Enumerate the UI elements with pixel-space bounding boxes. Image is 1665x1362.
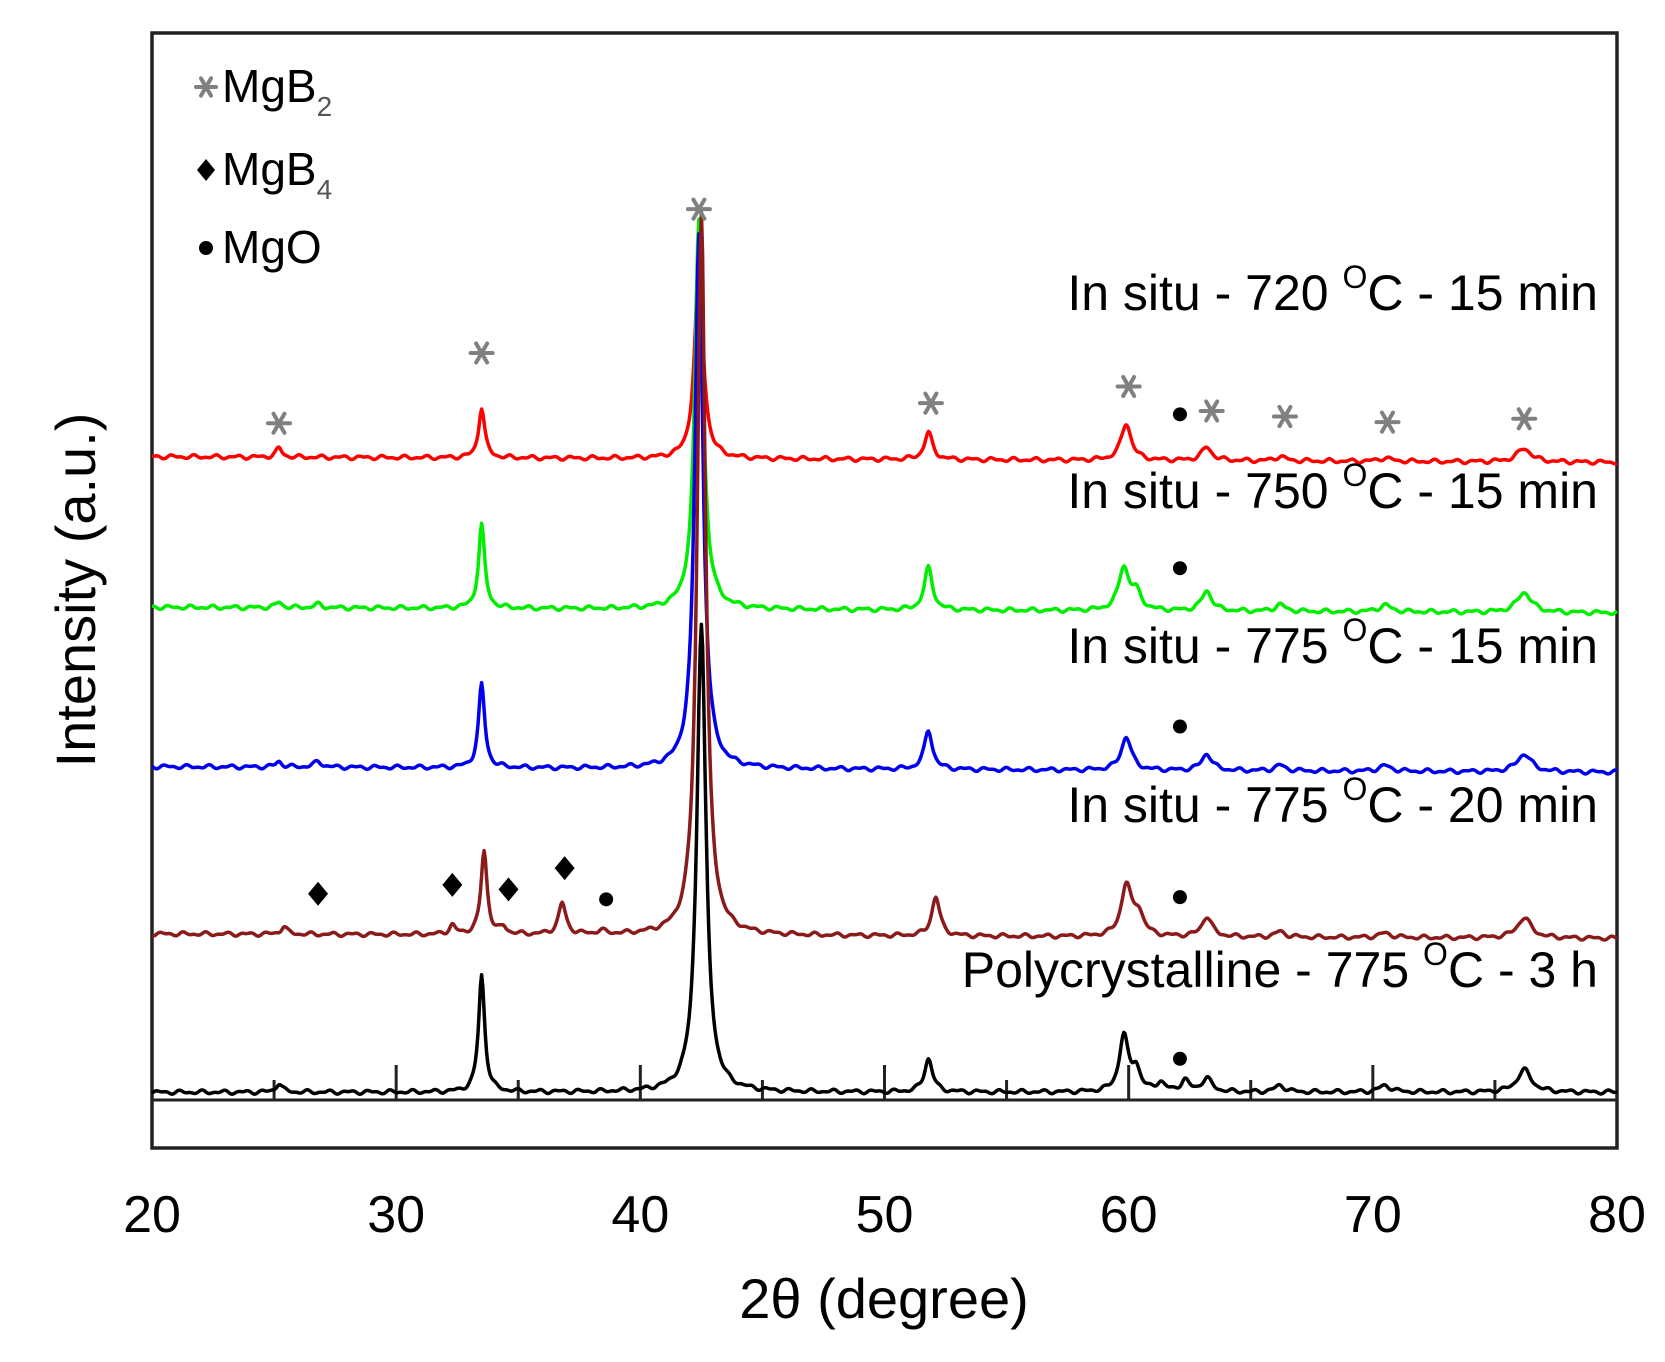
legend-label: MgB2 <box>222 60 332 122</box>
mgo-marker <box>1172 890 1187 905</box>
mgo-marker <box>599 892 614 907</box>
series-line <box>150 622 1618 1096</box>
legend-item-mgo: MgO <box>199 221 322 273</box>
mgb2-marker <box>468 341 495 365</box>
x-tick-label: 60 <box>1100 1186 1158 1244</box>
legend-item-mgb2: MgB2 <box>194 60 332 122</box>
series-label: In situ - 750 OC - 15 min <box>1067 457 1598 519</box>
series-line <box>151 254 1618 466</box>
mgb2-marker <box>917 391 944 415</box>
mgb4-marker <box>308 881 329 906</box>
mgb2-marker <box>1198 399 1225 423</box>
legend-label: MgB4 <box>222 143 332 205</box>
series-label: In situ - 775 OC - 20 min <box>1067 771 1598 833</box>
mgb2-marker <box>1374 410 1401 434</box>
mgo-marker <box>1172 1051 1187 1066</box>
legend-label: MgO <box>222 221 322 273</box>
mgo-marker <box>1172 407 1187 422</box>
legend-symbol <box>199 76 213 98</box>
x-ticks: 20 30 40 50 60 70 80 <box>123 1065 1646 1244</box>
legend: MgB2 MgB4 MgO <box>194 60 332 273</box>
mgb2-marker <box>685 197 712 221</box>
series-line <box>151 210 1618 942</box>
peak-markers <box>265 197 1538 1066</box>
x-tick-label: 80 <box>1588 1186 1646 1244</box>
mgo-marker <box>1172 719 1187 734</box>
series-label: Polycrystalline - 775 OC - 3 h <box>962 936 1598 998</box>
y-axis-title: Intensity (a.u.) <box>44 413 107 768</box>
x-tick-label: 20 <box>123 1186 181 1244</box>
mgb2-marker <box>1115 374 1142 398</box>
series-line <box>151 232 1618 776</box>
legend-symbol <box>199 241 213 255</box>
mgb4-marker <box>554 856 575 881</box>
x-tick-label: 30 <box>367 1186 425 1244</box>
mgb2-marker <box>1511 407 1538 431</box>
series-label: In situ - 775 OC - 15 min <box>1067 612 1598 674</box>
series-line <box>151 217 1619 617</box>
plot-frame <box>150 31 1619 1150</box>
series-label: In situ - 720 OC - 15 min <box>1067 259 1598 321</box>
series-traces <box>150 210 1619 1096</box>
mgb4-marker <box>442 872 463 897</box>
mgb4-marker <box>498 877 519 902</box>
legend-symbol <box>197 159 215 181</box>
x-tick-label: 40 <box>611 1186 669 1244</box>
mgo-marker <box>1172 561 1187 576</box>
x-tick-label: 50 <box>856 1186 914 1244</box>
mgb2-marker <box>265 411 292 435</box>
x-tick-label: 70 <box>1344 1186 1402 1244</box>
series-labels: In situ - 720 OC - 15 min In situ - 750 O… <box>962 259 1598 998</box>
legend-item-mgb4: MgB4 <box>197 143 332 205</box>
mgb2-marker <box>1271 405 1298 429</box>
x-axis-title: 2θ (degree) <box>739 1267 1029 1330</box>
